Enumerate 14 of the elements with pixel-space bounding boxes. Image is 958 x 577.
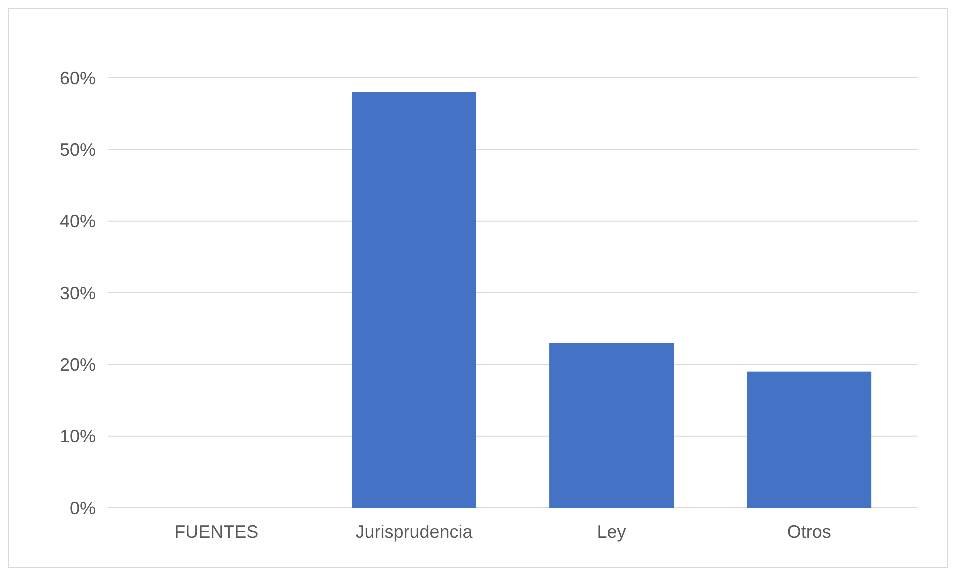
y-tick-label: 0% bbox=[70, 498, 96, 518]
bar bbox=[550, 343, 674, 508]
bar bbox=[352, 92, 476, 508]
y-tick-label: 20% bbox=[60, 354, 96, 375]
y-tick-label: 40% bbox=[60, 212, 96, 232]
y-tick-label: 50% bbox=[60, 140, 96, 160]
bar bbox=[747, 372, 872, 508]
x-tick-label: FUENTES bbox=[174, 522, 259, 542]
x-tick-label: Ley bbox=[597, 522, 626, 542]
y-tick-label: 30% bbox=[60, 283, 96, 304]
x-tick-label: Jurisprudencia bbox=[356, 522, 474, 542]
x-tick-label: Otros bbox=[787, 522, 832, 542]
y-tick-label: 10% bbox=[60, 426, 96, 447]
y-tick-label: 60% bbox=[60, 68, 96, 88]
